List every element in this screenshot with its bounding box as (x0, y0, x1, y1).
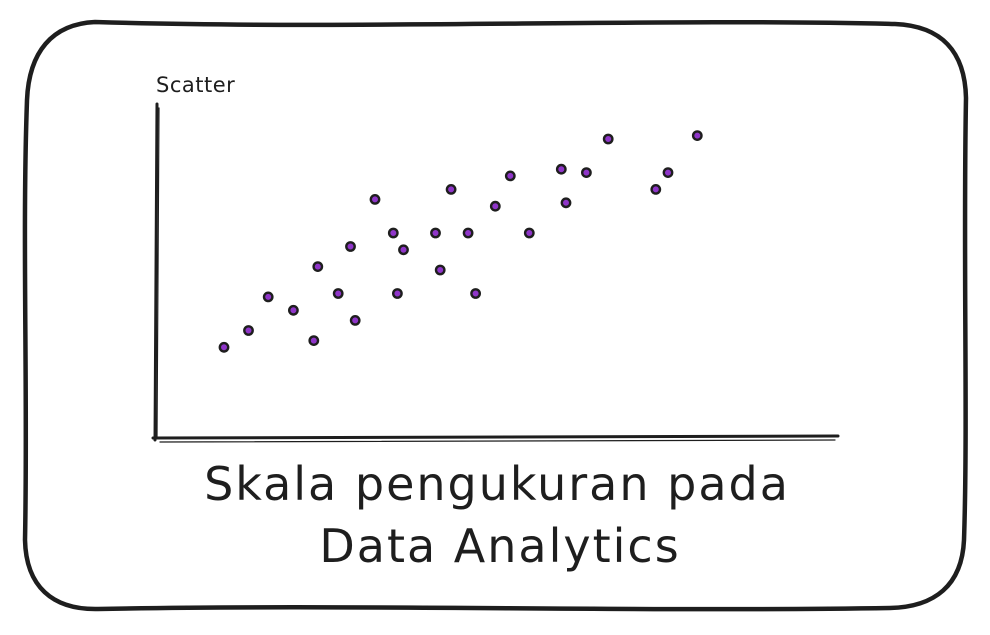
scatter-point (434, 264, 446, 276)
scatter-point (287, 304, 299, 316)
scatter-point (387, 227, 399, 239)
scatter-point (555, 163, 567, 175)
scatter-point (312, 261, 324, 272)
x-axis (151, 434, 840, 440)
scatter-point (349, 314, 361, 326)
scatter-point (602, 133, 614, 145)
scatter-point (262, 291, 274, 303)
scatter-point (308, 335, 320, 346)
scatter-point (581, 167, 592, 179)
card-frame (22, 19, 969, 612)
scatter-point (662, 167, 674, 179)
scatter-point (489, 200, 501, 212)
scatter-point (650, 183, 662, 195)
x-axis-shadow (159, 439, 836, 443)
scatter-point (430, 227, 441, 239)
caption-line-1: Skala pengukuran pada (204, 457, 790, 511)
scatter-point (462, 227, 474, 239)
chart-title: Scatter (156, 73, 235, 97)
scatter-point (398, 244, 409, 256)
y-axis-shadow (156, 107, 160, 439)
scatter-point (369, 193, 381, 205)
scatter-points (218, 130, 703, 353)
scatter-point (391, 288, 403, 299)
chart-axes (151, 102, 840, 443)
scatter-point (470, 288, 481, 299)
scatter-point (560, 197, 572, 209)
scatter-point (345, 241, 356, 252)
caption-line-2: Data Analytics (319, 519, 680, 573)
scatter-point (332, 288, 344, 299)
scatter-point (523, 227, 535, 239)
scatter-point (218, 341, 230, 353)
scatter-point (243, 325, 254, 336)
scatter-point (445, 183, 457, 195)
scatter-point (504, 170, 516, 182)
scatter-point (691, 130, 703, 142)
y-axis (153, 102, 159, 442)
